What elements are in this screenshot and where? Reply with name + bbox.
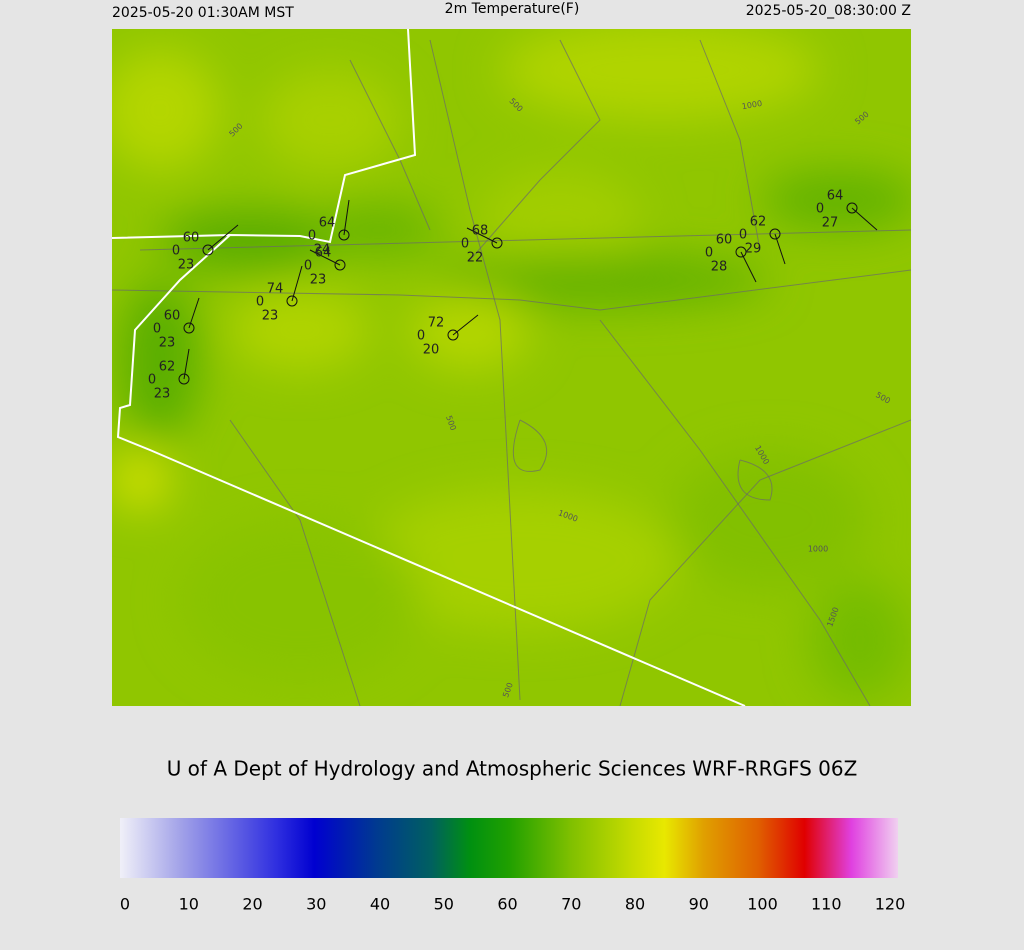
station-circle — [178, 373, 190, 385]
station-dewpoint: 23 — [154, 387, 171, 402]
station-dewpoint: 20 — [423, 343, 440, 358]
station-dewpoint: 27 — [822, 216, 839, 231]
station-temperature: 64 — [315, 246, 332, 261]
station-circle — [183, 322, 195, 334]
station-value: 0 — [153, 322, 161, 337]
valid-time-local: 2025-05-20 01:30AM MST — [112, 5, 294, 21]
station-circle — [447, 329, 459, 341]
station-dewpoint: 23 — [178, 258, 195, 273]
station-value: 0 — [461, 237, 469, 252]
station-temperature: 64 — [827, 189, 844, 204]
station-value: 0 — [256, 295, 264, 310]
roads — [112, 39, 911, 706]
station-value: 0 — [308, 229, 316, 244]
colorbar-tick-label: 110 — [811, 895, 842, 914]
wind-barb — [343, 199, 350, 236]
station-dewpoint: 28 — [711, 260, 728, 275]
wind-barb — [207, 224, 239, 251]
station-value: 0 — [816, 202, 824, 217]
station-dewpoint: 23 — [262, 309, 279, 324]
station-value: 0 — [739, 228, 747, 243]
station-dewpoint: 23 — [310, 273, 327, 288]
colorbar-tick-label: 0 — [120, 895, 130, 914]
colorbar-tick-label: 70 — [561, 895, 581, 914]
station-circle — [769, 228, 781, 240]
station-dewpoint: 29 — [745, 242, 762, 257]
colorbar-tick-label: 90 — [689, 895, 709, 914]
contour-label: 1000 — [808, 545, 828, 554]
station-value: 0 — [172, 244, 180, 259]
wind-barb — [291, 265, 303, 302]
station-value: 0 — [417, 329, 425, 344]
station-circle — [491, 237, 503, 249]
station-value: 0 — [148, 373, 156, 388]
station-temperature: 60 — [716, 233, 733, 248]
station-temperature: 68 — [472, 224, 489, 239]
station-circle — [338, 229, 350, 241]
stations: 6002364024640237402360023620236802272020… — [148, 189, 878, 402]
station-circle — [286, 295, 298, 307]
colorbar-tick-label: 40 — [370, 895, 390, 914]
wind-barb — [309, 249, 341, 266]
station-dewpoint: 22 — [467, 251, 484, 266]
credit: U of A Dept of Hydrology and Atmospheric… — [167, 757, 858, 781]
station-value: 0 — [304, 259, 312, 274]
station-temperature: 64 — [319, 216, 336, 231]
contour-label: 1000 — [741, 99, 763, 111]
station-temperature: 62 — [750, 215, 767, 230]
station-temperature: 62 — [159, 360, 176, 375]
station-temperature: 74 — [267, 282, 284, 297]
station-dewpoint: 23 — [159, 336, 176, 351]
colorbar-tick-label: 80 — [625, 895, 645, 914]
wind-barb — [466, 227, 498, 244]
wind-barb — [740, 251, 757, 283]
station-temperature: 60 — [183, 231, 200, 246]
station-value: 0 — [705, 246, 713, 261]
station-circle — [334, 259, 346, 271]
station-temperature: 60 — [164, 309, 181, 324]
colorbar-ticks: 0 10 20 30 40 50 60 70 80 90 100 110 120 — [120, 895, 905, 914]
colorbar-tick-label: 10 — [179, 895, 199, 914]
map: 6002364024640237402360023620236802272020… — [112, 29, 911, 706]
colorbar-tick-label: 50 — [434, 895, 454, 914]
colorbar-tick-label: 120 — [875, 895, 906, 914]
valid-time-utc: 2025-05-20_08:30:00 Z — [746, 3, 911, 19]
station-circle — [735, 246, 747, 258]
station-temperature: 72 — [428, 316, 445, 331]
colorbar-tick-label: 30 — [306, 895, 326, 914]
station-circle — [846, 202, 858, 214]
station-circle — [202, 244, 214, 256]
colorbar-tick-label: 60 — [497, 895, 517, 914]
wind-barb — [851, 207, 878, 231]
map-title: 2m Temperature(F) — [445, 1, 580, 17]
colorbar — [120, 818, 898, 878]
colorbar-tick-label: 20 — [242, 895, 262, 914]
colorbar-tick-label: 100 — [747, 895, 778, 914]
